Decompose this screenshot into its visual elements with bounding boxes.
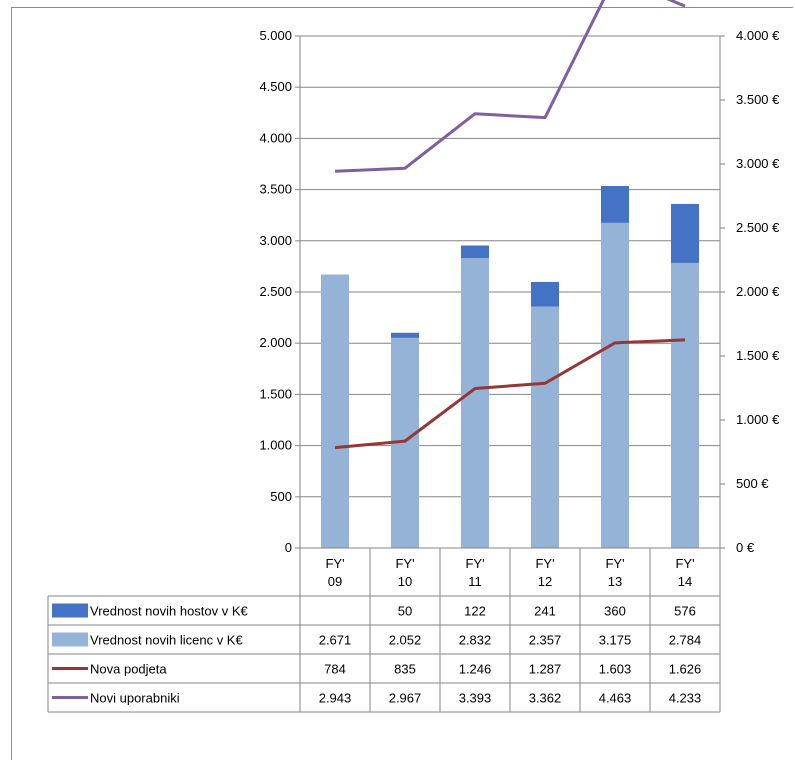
bar-host <box>391 332 419 338</box>
table-cell-value: 2.832 <box>459 633 492 648</box>
chart-frame <box>11 7 793 760</box>
left-tick-label: 500 <box>270 489 292 504</box>
series-name: Vrednost novih hostov v K€ <box>90 604 249 619</box>
table-cell-value: 2.967 <box>389 691 422 706</box>
table-cell-value: 576 <box>674 604 696 619</box>
table-cell-value: 2.357 <box>529 633 562 648</box>
category-label: 12 <box>538 574 552 589</box>
table-cell-value: 360 <box>604 604 626 619</box>
category-label: FY' <box>395 556 414 571</box>
right-tick-label: 4.000 € <box>736 28 780 43</box>
bars <box>321 186 699 548</box>
table-cell-value: 1.626 <box>669 662 702 677</box>
table-cell-value: 2.052 <box>389 633 422 648</box>
right-tick-label: 500 € <box>736 476 769 491</box>
left-tick-label: 1.500 <box>259 386 292 401</box>
series-name: Nova podjeta <box>90 662 167 677</box>
left-tick-label: 2.000 <box>259 335 292 350</box>
category-label: FY' <box>605 556 624 571</box>
table-cell-value: 2.784 <box>669 633 702 648</box>
axes: 0 500 1.000 1.500 2.000 2.500 3.000 3.500 4.000 4… <box>259 28 780 555</box>
right-tick-label: 3.500 € <box>736 92 780 107</box>
right-tick-label: 2.500 € <box>736 220 780 235</box>
table-cell-value: 3.175 <box>599 633 632 648</box>
category-label: FY' <box>465 556 484 571</box>
bar-host <box>461 245 489 259</box>
right-tick-label: 1.500 € <box>736 348 780 363</box>
table-cell-value: 835 <box>394 662 416 677</box>
table-cell-value: 122 <box>464 604 486 619</box>
table-cell-value: 3.362 <box>529 691 562 706</box>
left-tick-label: 5.000 <box>259 28 292 43</box>
legend-key-bar <box>52 603 88 618</box>
right-tick-label: 2.000 € <box>736 284 780 299</box>
series-name: Novi uporabniki <box>90 691 180 706</box>
data-table: FY' 09 FY' 10 FY' 11 FY' 12 FY' 13 FY' 14 Vrednost n… <box>47 548 721 713</box>
table-cell-value: 50 <box>398 604 412 619</box>
gridlines <box>300 35 720 498</box>
table-cell-value: 3.393 <box>459 691 492 706</box>
category-label: FY' <box>325 556 344 571</box>
table-cell-value: 1.603 <box>599 662 632 677</box>
category-label: 11 <box>468 574 482 589</box>
bar-licence <box>321 274 349 548</box>
left-tick-label: 4.000 <box>259 130 292 145</box>
left-tick-label: 0 <box>285 540 292 555</box>
table-cell-value: 4.463 <box>599 691 632 706</box>
lines <box>334 0 686 450</box>
line-novi-uporabniki <box>334 0 686 173</box>
bar-host <box>671 203 699 263</box>
table-cell-value: 2.671 <box>319 633 352 648</box>
left-tick-label: 4.500 <box>259 79 292 94</box>
left-tick-label: 3.500 <box>259 182 292 197</box>
bar-licence <box>671 262 699 548</box>
category-label: FY' <box>535 556 554 571</box>
category-label: 14 <box>678 574 692 589</box>
bar-host <box>531 281 559 307</box>
line-nova-podjeta <box>334 338 686 450</box>
right-tick-label: 0 € <box>736 540 755 555</box>
table-cell-value: 4.233 <box>669 691 702 706</box>
category-label: 09 <box>328 574 342 589</box>
table-cell-value: 1.246 <box>459 662 492 677</box>
category-label: 10 <box>398 574 412 589</box>
category-label: 13 <box>608 574 622 589</box>
left-tick-label: 1.000 <box>259 438 292 453</box>
right-tick-label: 1.000 € <box>736 412 780 427</box>
table-cell-value: 1.287 <box>529 662 562 677</box>
right-tick-label: 3.000 € <box>736 156 780 171</box>
legend-key-bar <box>52 632 88 647</box>
bar-licence <box>461 258 489 548</box>
left-tick-label: 2.500 <box>259 284 292 299</box>
bar-licence <box>531 306 559 548</box>
bar-host <box>601 186 629 223</box>
series-name: Vrednost novih licenc v K€ <box>90 633 243 648</box>
table-cell-value: 784 <box>324 662 346 677</box>
table-cell-value: 241 <box>534 604 556 619</box>
category-label: FY' <box>675 556 694 571</box>
left-tick-label: 3.000 <box>259 233 292 248</box>
bar-licence <box>601 222 629 548</box>
table-cell-value: 2.943 <box>319 691 352 706</box>
